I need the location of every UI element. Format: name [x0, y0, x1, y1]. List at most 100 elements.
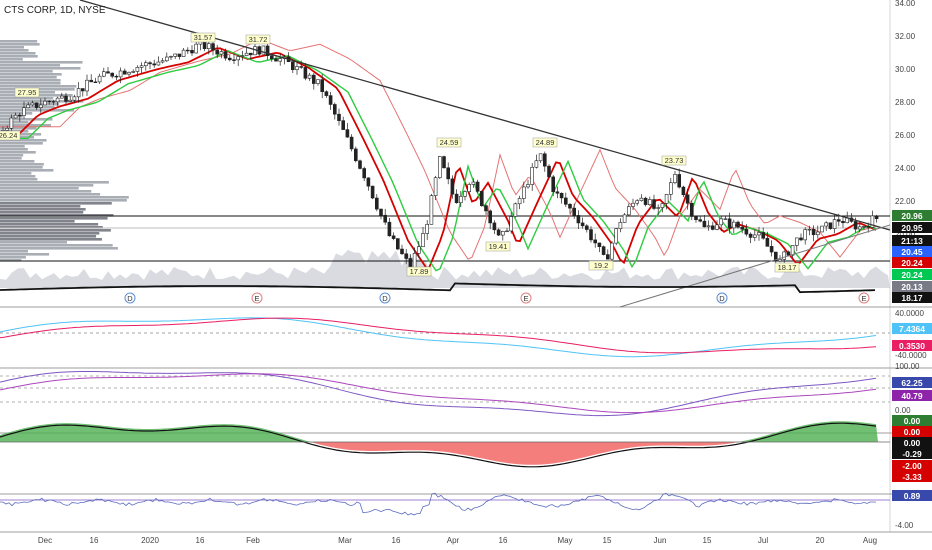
candle-body — [421, 233, 425, 248]
volume-profile-bar — [0, 259, 22, 262]
osc2-line-a — [0, 371, 877, 417]
ema-slow-line — [0, 38, 877, 260]
candle-body — [626, 206, 631, 216]
candle-body — [232, 59, 236, 61]
volume-profile-bar — [0, 169, 54, 172]
time-axis-label: 16 — [196, 536, 205, 545]
time-axis-label: 16 — [392, 536, 401, 545]
peak-label: 19.2 — [594, 261, 609, 270]
candle-body — [635, 200, 640, 204]
candle-body — [622, 214, 627, 223]
volume-profile-bar — [0, 151, 36, 154]
peak-label-box — [245, 34, 271, 45]
candle-body — [547, 165, 551, 178]
candle-body — [9, 117, 14, 129]
osc2-tag-label: 40.79 — [901, 391, 923, 401]
peak-label-box — [0, 130, 21, 141]
candle-body — [618, 222, 623, 230]
volume-profile-bar — [0, 67, 81, 70]
candle-body — [509, 216, 514, 232]
candle-body — [181, 49, 186, 57]
candle-body — [828, 222, 833, 229]
volume-profile-bar — [0, 133, 42, 136]
volume-profile-bar — [0, 214, 114, 217]
osc3-tag — [892, 426, 932, 437]
candle-body — [471, 181, 476, 185]
volume-profile-bar — [0, 73, 62, 76]
candle-body — [374, 197, 379, 210]
price-tag-label: 20.24 — [901, 258, 923, 268]
candle-body — [782, 251, 787, 260]
volume-profile-bar — [0, 46, 25, 49]
price-tag — [892, 281, 932, 292]
peak-label-box — [190, 32, 216, 43]
volume-profile-bar — [0, 244, 113, 247]
price-tag — [892, 246, 932, 257]
event-marker — [251, 292, 263, 304]
volume-profile-bar — [0, 160, 35, 163]
event-marker-label: E — [861, 294, 866, 303]
volume-profile — [0, 40, 129, 262]
candle-body — [597, 242, 602, 247]
candle-body — [17, 114, 22, 117]
candle-body — [866, 226, 871, 228]
candle-body — [454, 193, 459, 204]
candle-body — [639, 197, 644, 202]
candle-body — [127, 72, 131, 75]
volume-profile-bar — [0, 109, 75, 112]
candle-body — [349, 136, 354, 150]
candle-body — [815, 231, 820, 236]
candle-body — [173, 53, 177, 57]
osc4-axis-label: -4.00 — [895, 521, 914, 530]
candle-body — [761, 232, 766, 239]
price-axis-label: 28.00 — [895, 98, 916, 107]
volume-profile-bar — [0, 139, 47, 142]
event-marker — [716, 292, 728, 304]
price-tag-label: 20.96 — [901, 211, 923, 221]
candle-body — [643, 197, 648, 205]
candle-body — [299, 66, 304, 68]
peak-label-box — [406, 266, 432, 277]
volume-profile-bar — [0, 202, 112, 205]
volume-profile-bar — [0, 166, 43, 169]
candle-body — [555, 191, 560, 194]
candle-body — [433, 177, 438, 196]
candle-body — [345, 129, 350, 138]
candle-body — [55, 97, 60, 103]
peak-label-box — [436, 137, 462, 148]
candle-body — [366, 177, 371, 187]
candle-body — [614, 228, 619, 244]
osc1-tag-label: 7.4364 — [899, 324, 925, 334]
volume-profile-bar — [0, 118, 53, 121]
candle-body — [353, 148, 358, 162]
osc2-axis-label: 0.00 — [895, 406, 911, 415]
candle-body — [773, 251, 778, 262]
osc4-tag — [892, 490, 932, 501]
candle-body — [311, 74, 316, 84]
candle-body — [752, 234, 757, 238]
candle-body — [685, 194, 690, 204]
candle-body — [97, 75, 102, 83]
price-tag — [892, 292, 932, 303]
candle-body — [832, 219, 837, 229]
candle-body — [467, 184, 472, 192]
candle-body — [463, 191, 467, 197]
volume-profile-bar — [0, 229, 111, 232]
candle-body — [790, 245, 795, 256]
event-marker-label: D — [719, 294, 725, 303]
candle-body — [43, 100, 47, 106]
candle-body — [38, 104, 43, 108]
volume-profile-bar — [0, 217, 108, 220]
candle-body — [807, 228, 812, 231]
price-axis-label: 22.00 — [895, 197, 916, 206]
candle-body — [715, 224, 719, 230]
volume-profile-bar — [0, 208, 86, 211]
candle-body — [698, 219, 703, 222]
ema-green-line — [0, 50, 877, 272]
candle-body — [85, 79, 89, 92]
candle-body — [139, 65, 144, 68]
volume-profile-bar — [0, 220, 75, 223]
candle-body — [446, 167, 451, 180]
